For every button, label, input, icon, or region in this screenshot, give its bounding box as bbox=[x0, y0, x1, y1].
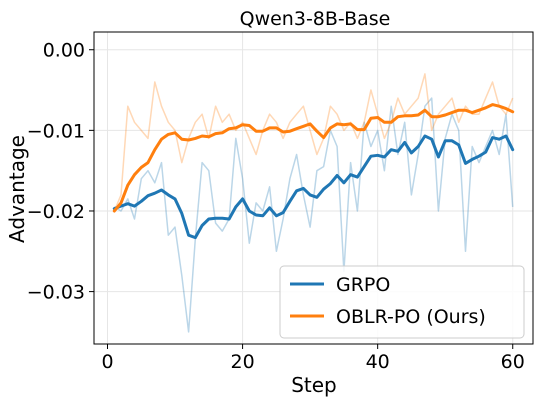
x-tick-label: 20 bbox=[230, 351, 254, 373]
y-tick-label: 0.00 bbox=[43, 40, 85, 62]
series-line-oblr-po-ours bbox=[112, 103, 515, 213]
x-tick-label: 60 bbox=[501, 351, 525, 373]
series-raw-line-oblr-po-ours bbox=[113, 73, 514, 212]
raw-series-layer bbox=[113, 73, 514, 333]
y-tick-label: −0.03 bbox=[27, 282, 85, 304]
grid bbox=[94, 32, 533, 344]
y-axis-label: Advantage bbox=[5, 135, 29, 243]
legend-label-grpo: GRPO bbox=[336, 274, 390, 296]
y-tick-label: −0.02 bbox=[27, 201, 85, 223]
series-line-grpo bbox=[112, 134, 515, 240]
legend-box bbox=[279, 265, 525, 339]
x-tick-label: 0 bbox=[101, 351, 113, 373]
series-raw-line-grpo bbox=[113, 97, 514, 333]
axis-ticks: 0 20 40 60 0.00 −0.01 −0.02 −0.03 bbox=[27, 40, 525, 373]
x-tick-label: 40 bbox=[366, 351, 390, 373]
legend: GRPO OBLR-PO (Ours) bbox=[279, 265, 525, 339]
chart-title: Qwen3-8B-Base bbox=[240, 8, 391, 30]
legend-label-oblr-po: OBLR-PO (Ours) bbox=[336, 306, 486, 328]
plot-frame bbox=[93, 31, 534, 345]
x-axis-label: Step bbox=[291, 373, 337, 397]
y-tick-label: −0.01 bbox=[27, 120, 85, 142]
smoothed-series-layer bbox=[112, 103, 515, 240]
